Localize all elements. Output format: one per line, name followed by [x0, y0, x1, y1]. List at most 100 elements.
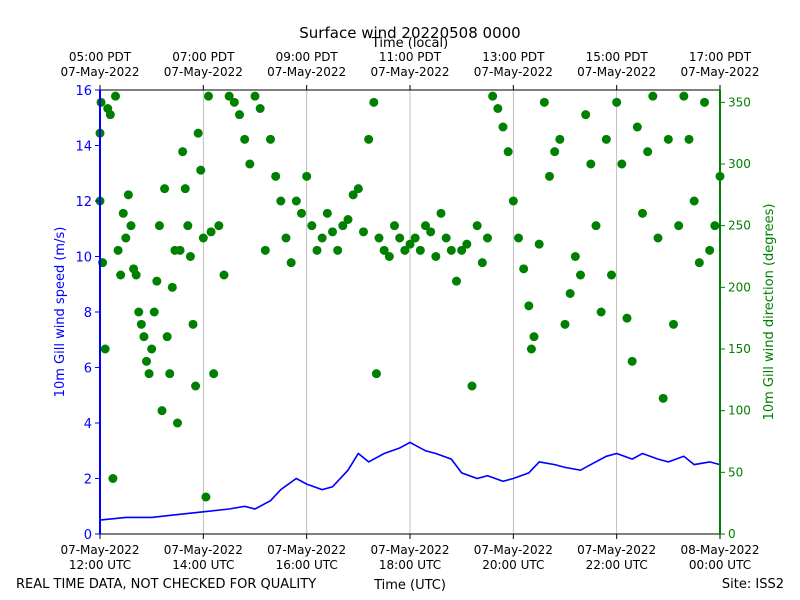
direction-point-104	[503, 147, 513, 157]
direction-point-72	[343, 215, 353, 224]
direction-point-135	[658, 393, 668, 403]
top-tick-date-4: 07-May-2022	[474, 65, 553, 79]
direction-point-40	[193, 128, 203, 138]
direction-point-2	[96, 97, 106, 107]
direction-point-76	[364, 134, 374, 144]
direction-point-26	[157, 406, 167, 416]
direction-point-68	[322, 208, 332, 218]
direction-point-28	[162, 332, 172, 342]
direction-point-94	[452, 276, 461, 286]
direction-point-4	[100, 344, 110, 354]
direction-point-129	[627, 356, 637, 366]
direction-point-126	[612, 97, 622, 107]
left-tick-label-4: 8	[84, 306, 92, 321]
direction-point-98	[472, 221, 482, 231]
direction-point-116	[560, 319, 570, 329]
direction-point-130	[632, 122, 642, 132]
direction-point-114	[550, 147, 560, 157]
direction-point-19	[139, 332, 149, 342]
direction-point-48	[219, 270, 229, 280]
direction-point-131	[638, 208, 647, 218]
direction-point-53	[245, 159, 255, 169]
direction-point-128	[622, 313, 632, 323]
bottom-tick-time-1: 14:00 UTC	[172, 558, 234, 572]
direction-point-97	[467, 381, 477, 391]
bottom-tick-date-4: 07-May-2022	[474, 543, 553, 557]
direction-point-38	[188, 319, 198, 329]
top-tick-date-0: 07-May-2022	[60, 65, 139, 79]
direction-point-124	[601, 134, 611, 144]
axes: 0 2 4 6 8 10 12 14 16 0 50 100 150 200 250 300 350 07-May…	[60, 50, 759, 572]
direction-point-91	[436, 208, 446, 218]
top-tick-time-0: 05:00 PDT	[69, 50, 132, 64]
direction-point-86	[410, 233, 420, 243]
direction-point-121	[586, 159, 596, 169]
top-axis-label: Time (local)	[371, 36, 448, 51]
direction-point-93	[446, 245, 456, 255]
right-tick-label-7: 350	[728, 95, 751, 109]
direction-point-49	[224, 91, 234, 101]
left-tick-label-7: 14	[75, 140, 92, 155]
direction-point-139	[679, 91, 689, 101]
left-tick-label-8: 16	[75, 84, 92, 99]
direction-point-99	[477, 258, 487, 268]
direction-point-22	[147, 344, 157, 354]
direction-point-84	[400, 245, 410, 255]
top-tick-time-1: 07:00 PDT	[172, 50, 235, 64]
top-tick-time-5: 15:00 PDT	[586, 50, 649, 64]
direction-point-32	[173, 418, 182, 428]
direction-point-55	[255, 104, 265, 113]
direction-point-73	[348, 190, 358, 200]
bottom-tick-date-0: 07-May-2022	[60, 543, 139, 557]
bottom-tick-date-1: 07-May-2022	[164, 543, 243, 557]
direction-point-16	[131, 270, 141, 280]
left-tick-label-6: 12	[75, 195, 92, 210]
direction-point-118	[570, 252, 580, 261]
direction-point-103	[498, 122, 508, 132]
direction-point-17	[134, 307, 144, 317]
direction-point-145	[710, 221, 720, 231]
x-axis-label: Time (UTC)	[373, 578, 446, 593]
direction-point-61	[286, 258, 296, 268]
right-tick-label-4: 200	[728, 280, 751, 294]
direction-point-123	[596, 307, 606, 317]
direction-point-90	[431, 252, 441, 261]
direction-point-69	[328, 227, 337, 237]
bottom-tick-time-4: 20:00 UTC	[482, 558, 544, 572]
direction-point-107	[519, 264, 529, 274]
direction-point-66	[312, 245, 322, 255]
bottom-tick-time-0: 12:00 UTC	[69, 558, 131, 572]
direction-point-106	[514, 233, 523, 243]
direction-point-11	[118, 208, 128, 218]
left-tick-label-2: 4	[84, 417, 92, 432]
bottom-tick-time-2: 16:00 UTC	[276, 558, 338, 572]
direction-point-100	[483, 233, 492, 243]
direction-point-83	[395, 233, 405, 243]
vertical-gridlines	[202, 90, 618, 534]
direction-point-43	[201, 492, 211, 502]
direction-point-27	[160, 184, 170, 194]
right-tick-label-3: 150	[728, 342, 751, 356]
direction-point-52	[240, 134, 250, 144]
direction-point-81	[384, 252, 394, 261]
direction-point-70	[333, 245, 343, 255]
direction-point-102	[493, 104, 503, 113]
direction-point-35	[180, 184, 190, 194]
direction-point-134	[653, 233, 663, 243]
direction-point-117	[565, 289, 575, 298]
direction-point-25	[154, 221, 164, 231]
direction-point-67	[317, 233, 327, 243]
direction-point-85	[405, 239, 415, 249]
bottom-tick-date-6: 08-May-2022	[680, 543, 759, 557]
speed-line	[99, 441, 721, 521]
direction-point-18	[136, 319, 146, 329]
direction-point-119	[576, 270, 585, 280]
direction-point-137	[669, 319, 678, 329]
quality-disclaimer: REAL TIME DATA, NOT CHECKED FOR QUALITY	[16, 577, 316, 592]
direction-point-142	[694, 258, 704, 268]
direction-point-23	[149, 307, 159, 317]
left-tick-label-0: 0	[84, 528, 92, 543]
direction-point-42	[198, 233, 208, 243]
direction-point-47	[214, 221, 224, 231]
